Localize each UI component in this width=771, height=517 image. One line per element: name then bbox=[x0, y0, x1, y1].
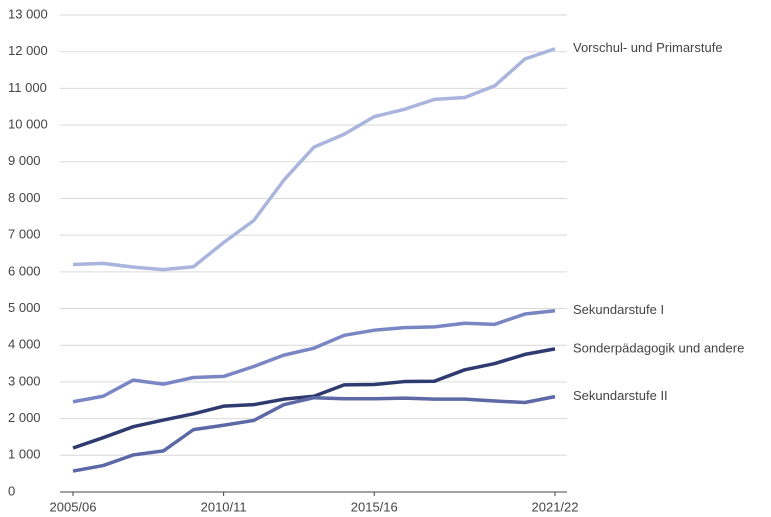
y-tick-label: 7 000 bbox=[8, 227, 41, 242]
y-tick-label: 0 bbox=[8, 483, 15, 498]
y-tick-label: 2 000 bbox=[8, 410, 41, 425]
series-line bbox=[72, 47, 556, 272]
y-tick-label: 3 000 bbox=[8, 373, 41, 388]
y-tick-label: 8 000 bbox=[8, 190, 41, 205]
series-line bbox=[72, 394, 556, 473]
y-tick-label: 13 000 bbox=[8, 6, 48, 21]
x-tick-label: 2005/06 bbox=[50, 499, 97, 514]
y-tick-label: 4 000 bbox=[8, 337, 41, 352]
x-tick-label: 2015/16 bbox=[351, 499, 398, 514]
series-label: Sonderpädagogik und andere bbox=[573, 340, 744, 355]
x-tick-label: 2010/11 bbox=[201, 499, 247, 514]
y-tick-label: 6 000 bbox=[8, 263, 41, 278]
y-tick-label: 5 000 bbox=[8, 300, 41, 315]
y-tick-label: 1 000 bbox=[8, 447, 41, 462]
y-tick-label: 9 000 bbox=[8, 153, 41, 168]
y-tick-label: 12 000 bbox=[8, 43, 48, 58]
series-label: Vorschul- und Primarstufe bbox=[573, 40, 723, 55]
series-line bbox=[72, 309, 556, 404]
series-label: Sekundarstufe II bbox=[573, 388, 668, 403]
y-tick-label: 10 000 bbox=[8, 117, 48, 132]
series-label: Sekundarstufe I bbox=[573, 302, 664, 317]
x-tick-label: 2021/22 bbox=[532, 499, 579, 514]
y-tick-label: 11 000 bbox=[8, 80, 47, 95]
